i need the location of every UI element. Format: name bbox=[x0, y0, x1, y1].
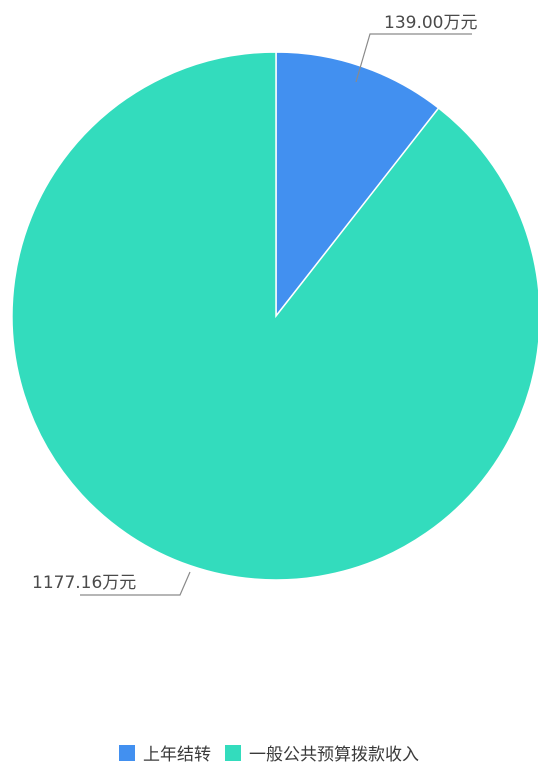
pie-slice-1[interactable] bbox=[11, 51, 538, 581]
data-label-slice-0: 139.00万元 bbox=[384, 13, 477, 33]
legend-label-0: 上年结转 bbox=[143, 745, 211, 765]
leader-line-slice-0 bbox=[355, 33, 472, 83]
chart-legend: 上年结转 一般公共预算拨款收入 bbox=[0, 740, 538, 765]
data-label-slice-1: 1177.16万元 bbox=[32, 573, 136, 593]
legend-item-0[interactable]: 上年结转 bbox=[119, 740, 211, 765]
legend-label-1: 一般公共预算拨款收入 bbox=[249, 745, 419, 765]
legend-swatch-1 bbox=[225, 744, 241, 761]
pie-slices bbox=[11, 51, 538, 581]
leader-line-slice-1 bbox=[80, 571, 191, 596]
pie-slice-0[interactable] bbox=[275, 51, 440, 319]
legend-item-1[interactable]: 一般公共预算拨款收入 bbox=[225, 740, 419, 765]
legend-swatch-0 bbox=[119, 744, 135, 761]
